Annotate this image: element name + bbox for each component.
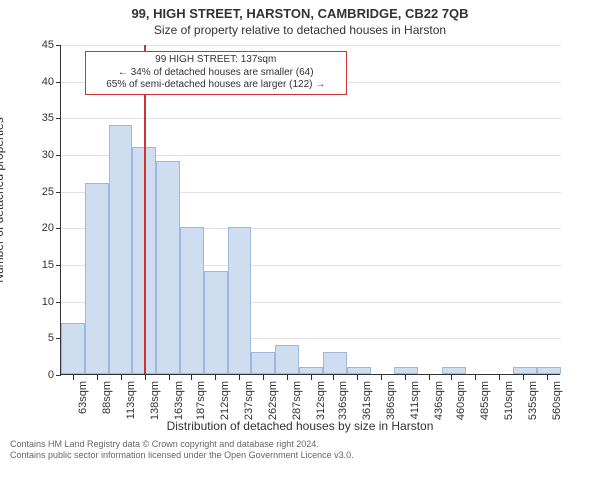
plot-area: 05101520253035404563sqm88sqm113sqm138sqm… xyxy=(60,45,560,375)
x-axis-label: Distribution of detached houses by size … xyxy=(0,419,600,433)
ytick-label: 15 xyxy=(14,259,54,271)
histogram-bar xyxy=(251,352,275,374)
xtick-mark xyxy=(215,375,216,380)
footer: Contains HM Land Registry data © Crown c… xyxy=(0,433,600,462)
xtick-label: 312sqm xyxy=(315,381,327,420)
xtick-mark xyxy=(547,375,548,380)
xtick-mark xyxy=(523,375,524,380)
xtick-mark xyxy=(381,375,382,380)
xtick-mark xyxy=(451,375,452,380)
ytick-label: 45 xyxy=(14,39,54,51)
ytick-label: 10 xyxy=(14,296,54,308)
ytick-label: 30 xyxy=(14,149,54,161)
histogram-bar xyxy=(85,183,109,374)
xtick-label: 386sqm xyxy=(385,381,397,420)
ytick-label: 35 xyxy=(14,112,54,124)
xtick-mark xyxy=(239,375,240,380)
histogram-bar xyxy=(394,367,418,374)
page-title: 99, HIGH STREET, HARSTON, CAMBRIDGE, CB2… xyxy=(0,0,600,21)
xtick-mark xyxy=(169,375,170,380)
xtick-mark xyxy=(263,375,264,380)
annotation-line: 99 HIGH STREET: 137sqm xyxy=(92,54,340,67)
xtick-mark xyxy=(97,375,98,380)
xtick-mark xyxy=(405,375,406,380)
xtick-mark xyxy=(311,375,312,380)
ytick-mark xyxy=(56,375,61,376)
ytick-mark xyxy=(56,265,61,266)
xtick-label: 535sqm xyxy=(527,381,539,420)
histogram-bar xyxy=(275,345,299,374)
footer-line-2: Contains public sector information licen… xyxy=(10,450,590,461)
xtick-label: 237sqm xyxy=(243,381,255,420)
annotation-box: 99 HIGH STREET: 137sqm← 34% of detached … xyxy=(85,51,347,95)
xtick-label: 510sqm xyxy=(503,381,515,420)
xtick-label: 113sqm xyxy=(125,381,137,419)
xtick-mark xyxy=(357,375,358,380)
ytick-mark xyxy=(56,155,61,156)
xtick-label: 436sqm xyxy=(433,381,445,420)
ytick-label: 20 xyxy=(14,222,54,234)
xtick-label: 88sqm xyxy=(101,381,113,414)
annotation-line: ← 34% of detached houses are smaller (64… xyxy=(92,67,340,80)
histogram-bar xyxy=(180,227,204,374)
xtick-label: 212sqm xyxy=(219,381,231,420)
gridline xyxy=(61,118,561,119)
histogram-bar xyxy=(61,323,85,374)
xtick-label: 138sqm xyxy=(149,381,161,420)
ytick-label: 25 xyxy=(14,186,54,198)
xtick-label: 411sqm xyxy=(409,381,421,419)
ytick-mark xyxy=(56,192,61,193)
annotation-line: 65% of semi-detached houses are larger (… xyxy=(92,79,340,92)
histogram-bar xyxy=(204,271,228,374)
xtick-label: 336sqm xyxy=(337,381,349,420)
ytick-mark xyxy=(56,302,61,303)
xtick-mark xyxy=(73,375,74,380)
xtick-mark xyxy=(121,375,122,380)
xtick-label: 63sqm xyxy=(77,381,89,414)
y-axis-label: Number of detached properties xyxy=(0,117,6,282)
xtick-label: 287sqm xyxy=(291,381,303,420)
histogram-bar xyxy=(156,161,180,374)
ytick-label: 5 xyxy=(14,332,54,344)
xtick-label: 163sqm xyxy=(173,381,185,420)
xtick-label: 485sqm xyxy=(479,381,491,420)
ytick-mark xyxy=(56,118,61,119)
xtick-mark xyxy=(475,375,476,380)
histogram-bar xyxy=(228,227,252,374)
ytick-label: 40 xyxy=(14,76,54,88)
xtick-mark xyxy=(145,375,146,380)
gridline xyxy=(61,45,561,46)
chart-container: 05101520253035404563sqm88sqm113sqm138sqm… xyxy=(60,45,580,415)
xtick-mark xyxy=(499,375,500,380)
ytick-mark xyxy=(56,228,61,229)
xtick-label: 187sqm xyxy=(195,381,207,420)
ytick-mark xyxy=(56,82,61,83)
xtick-label: 361sqm xyxy=(361,381,373,420)
xtick-mark xyxy=(191,375,192,380)
ytick-label: 0 xyxy=(14,369,54,381)
page-subtitle: Size of property relative to detached ho… xyxy=(0,21,600,37)
footer-line-1: Contains HM Land Registry data © Crown c… xyxy=(10,439,590,450)
xtick-label: 460sqm xyxy=(455,381,467,420)
histogram-bar xyxy=(537,367,561,374)
xtick-label: 262sqm xyxy=(267,381,279,420)
xtick-mark xyxy=(429,375,430,380)
histogram-bar xyxy=(513,367,537,374)
histogram-bar xyxy=(109,125,133,374)
xtick-mark xyxy=(333,375,334,380)
ytick-mark xyxy=(56,45,61,46)
histogram-bar xyxy=(299,367,323,374)
xtick-mark xyxy=(287,375,288,380)
histogram-bar xyxy=(347,367,371,374)
xtick-label: 560sqm xyxy=(551,381,563,420)
histogram-bar xyxy=(323,352,347,374)
histogram-bar xyxy=(442,367,466,374)
